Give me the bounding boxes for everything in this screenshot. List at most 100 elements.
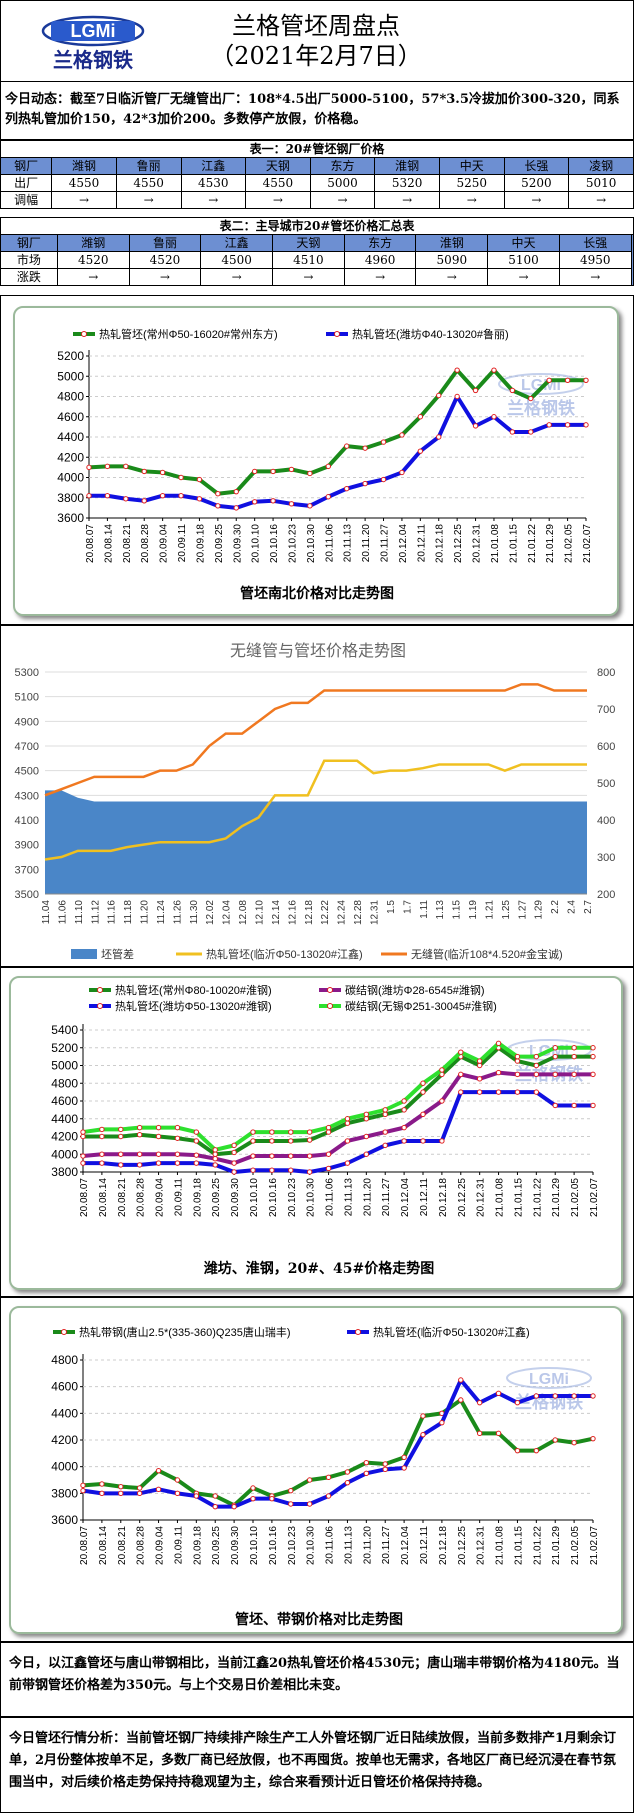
chart4-y-tick-label: 4000 [51,1460,78,1474]
chart4-x-tick-label: 21.01.08 [495,1526,506,1565]
chart1-point [491,414,497,420]
chart4-point [552,1437,558,1443]
logo-text: LGMi [71,21,116,41]
chart3-x-tick-label: 20.09.11 [173,1178,184,1217]
chart3-y-tick-label: 5000 [51,1059,78,1073]
chart3-point [212,1147,218,1153]
chart4-series-line [82,1378,593,1509]
chart1-point [159,493,166,499]
chart3-point [99,1133,105,1140]
chart4-point [212,1493,218,1499]
chart4-point [458,1397,464,1403]
t1-r1c7: 5250 [439,174,505,192]
chart4-point [250,1485,256,1491]
chart4-point [325,1493,332,1499]
chart3-point [439,1138,445,1144]
chart3-x-tick-label: 20.12.18 [438,1178,449,1217]
chart3-point [363,1151,370,1157]
chart4-point [533,1393,540,1399]
chart4-point [514,1399,521,1406]
chart4-x-tick-label: 21.01.22 [532,1526,543,1565]
chart4-point [174,1490,181,1497]
chart2-x-tick-label: 12.10 [255,900,266,925]
chart3-svg: 3800 4000 4200 4400 4600 4800 5000 5200 5400 20.0… [51,983,600,1277]
chart4-point [155,1486,162,1493]
chart3-point [363,1133,370,1140]
chart1-x-tick-label: 20.09.18 [195,524,206,563]
chart3-point [155,1160,162,1166]
chart4-point [420,1431,426,1438]
chart3-point [212,1151,218,1157]
t1-h3: 江鑫 [180,157,247,175]
title-line1: 兰格管坯周盘点 [232,12,400,40]
table2-caption: 表二：主导城市20#管坯价格汇总表 [0,217,634,235]
chart4-y-tick-label: 4600 [51,1380,78,1394]
commentary-analysis: 今日管坯行情分析：当前管坯钢厂持续排产除生产工人外管坯钢厂近日陆续放假，当前多数… [0,1717,634,1813]
t2-r1c7: 5100 [487,251,560,269]
t1-r2c4: → [245,191,311,209]
chart3-point [193,1129,200,1135]
chart4-point [288,1487,294,1494]
chart3-point [174,1135,181,1141]
chart3-point [552,1053,558,1060]
chart3-point [590,1102,596,1109]
chart1-point [528,429,534,435]
t2-h1: 潍钢 [56,234,130,252]
chart3-point [174,1160,181,1166]
t2-h3: 江鑫 [200,234,274,252]
chart3-point [439,1067,445,1073]
chart4-point [514,1447,521,1454]
chart4-x-tick-label: 20.10.16 [268,1526,279,1565]
chart3-point [288,1129,294,1135]
chart3-x-tick-label: 21.01.15 [513,1178,524,1217]
chart2-x-tick-label: 12.31 [369,900,380,925]
chart3-point [382,1129,388,1135]
chart4-point [118,1483,124,1490]
chart1-x-tick-label: 20.09.04 [159,524,170,563]
chart3-point [495,1069,502,1076]
chart1-point [196,476,203,483]
chart4-point [439,1419,445,1426]
chart4-x-tick-label: 20.12.18 [438,1526,449,1565]
chart1-x-tick-label: 20.12.04 [398,524,409,563]
chart3-point [401,1098,407,1104]
chart2-x-tick-label: 2.2 [550,900,561,914]
chart1-point [123,463,129,470]
chart2-x-tick-label: 1.25 [501,900,512,920]
chart1-x-tick-label: 20.11.06 [324,524,335,563]
t2-h7: 中天 [487,234,560,252]
chart4-point [231,1503,237,1510]
chart3-point [590,1053,596,1060]
chart3-point [533,1062,540,1069]
chart2-x-tick-label: 12.08 [238,900,249,925]
chart3-point [155,1124,162,1131]
chart2-y-left-tick-label: 3700 [15,864,39,876]
chart3-point [420,1089,426,1095]
chart1-point [472,423,479,429]
chart4-legend-marker [61,1329,67,1335]
watermark-text: LGMi [529,1371,569,1388]
chart3-point [514,1053,521,1060]
chart1-point [233,505,239,511]
chart1-x-tick-label: 20.10.30 [306,524,317,563]
chart2-x-tick-label: 1.5 [386,900,397,914]
chart1-point [270,468,276,475]
chart4-point [552,1393,558,1399]
chart1-point [491,367,497,373]
chart3-x-tick-label: 21.01.22 [532,1178,543,1217]
chart3-point [306,1169,313,1175]
chart2-y-left-tick-label: 4700 [15,741,39,753]
chart3-point [590,1071,596,1078]
chart3-x-tick-label: 20.09.18 [192,1178,203,1217]
chart1-point [454,393,460,400]
chart3-point [476,1062,483,1069]
chart3-point [118,1162,124,1168]
t1-r1c9: 5010 [568,174,634,192]
table2-row-market: 市场 4520 4520 4500 4510 4960 5090 5100 4950 [0,251,634,269]
chart1-legend-label: 热轧管坯(常州Φ50-16020#常州东方) [99,327,278,341]
chart3-x-tick-label: 20.10.10 [249,1178,260,1217]
chart1-y-tick-label: 5200 [57,349,84,363]
chart1-point [215,503,221,509]
chart2-y-right-tick-label: 200 [597,889,615,901]
chart4-x-tick-label: 20.12.31 [476,1526,487,1565]
